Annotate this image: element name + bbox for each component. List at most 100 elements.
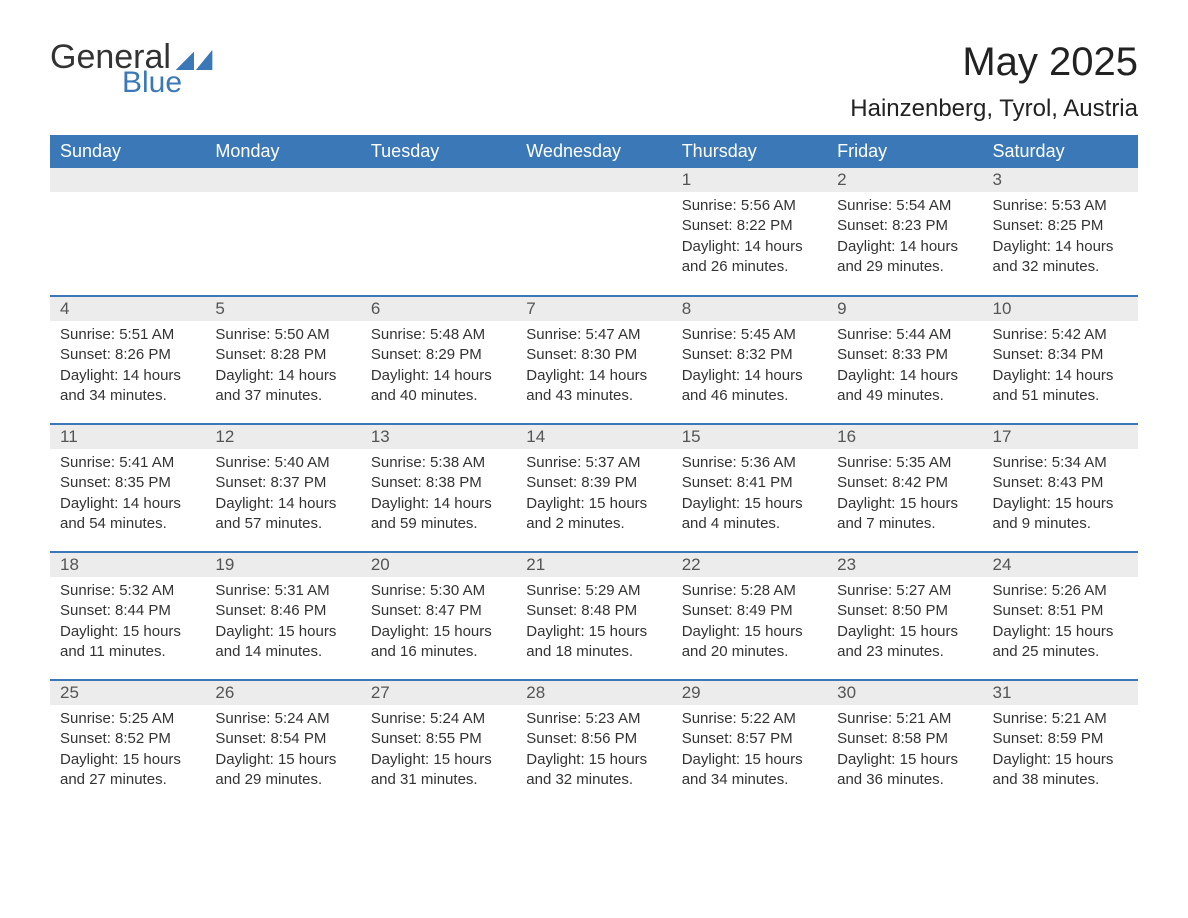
- daylight-line1: Daylight: 14 hours: [371, 494, 506, 514]
- day-number: 28: [516, 681, 671, 705]
- daylight-line2: and 23 minutes.: [837, 642, 972, 662]
- calendar-day-cell: [205, 168, 360, 296]
- calendar-day-cell: 1Sunrise: 5:56 AMSunset: 8:22 PMDaylight…: [672, 168, 827, 296]
- day-content: Sunrise: 5:21 AMSunset: 8:58 PMDaylight:…: [827, 705, 982, 796]
- weekday-header: Saturday: [983, 135, 1138, 168]
- sunrise-line: Sunrise: 5:56 AM: [682, 196, 817, 216]
- daylight-line2: and 14 minutes.: [215, 642, 350, 662]
- daylight-line1: Daylight: 15 hours: [682, 494, 817, 514]
- day-number: 4: [50, 297, 205, 321]
- daylight-line1: Daylight: 14 hours: [682, 366, 817, 386]
- daylight-line1: Daylight: 15 hours: [371, 750, 506, 770]
- daylight-line2: and 26 minutes.: [682, 257, 817, 277]
- calendar-week-row: 18Sunrise: 5:32 AMSunset: 8:44 PMDayligh…: [50, 552, 1138, 680]
- sunset-line: Sunset: 8:42 PM: [837, 473, 972, 493]
- daylight-line1: Daylight: 15 hours: [993, 622, 1128, 642]
- calendar-week-row: 1Sunrise: 5:56 AMSunset: 8:22 PMDaylight…: [50, 168, 1138, 296]
- sunset-line: Sunset: 8:34 PM: [993, 345, 1128, 365]
- day-content: Sunrise: 5:25 AMSunset: 8:52 PMDaylight:…: [50, 705, 205, 796]
- day-content: Sunrise: 5:51 AMSunset: 8:26 PMDaylight:…: [50, 321, 205, 412]
- sunset-line: Sunset: 8:25 PM: [993, 216, 1128, 236]
- calendar-day-cell: 24Sunrise: 5:26 AMSunset: 8:51 PMDayligh…: [983, 552, 1138, 680]
- sunrise-line: Sunrise: 5:29 AM: [526, 581, 661, 601]
- weekday-header: Monday: [205, 135, 360, 168]
- calendar-day-cell: 20Sunrise: 5:30 AMSunset: 8:47 PMDayligh…: [361, 552, 516, 680]
- weekday-header: Tuesday: [361, 135, 516, 168]
- day-number: 14: [516, 425, 671, 449]
- day-content: Sunrise: 5:44 AMSunset: 8:33 PMDaylight:…: [827, 321, 982, 412]
- day-content: Sunrise: 5:36 AMSunset: 8:41 PMDaylight:…: [672, 449, 827, 540]
- sunrise-line: Sunrise: 5:30 AM: [371, 581, 506, 601]
- day-content: Sunrise: 5:27 AMSunset: 8:50 PMDaylight:…: [827, 577, 982, 668]
- calendar-week-row: 4Sunrise: 5:51 AMSunset: 8:26 PMDaylight…: [50, 296, 1138, 424]
- sunset-line: Sunset: 8:55 PM: [371, 729, 506, 749]
- day-content: Sunrise: 5:54 AMSunset: 8:23 PMDaylight:…: [827, 192, 982, 283]
- sunrise-line: Sunrise: 5:54 AM: [837, 196, 972, 216]
- calendar-day-cell: 6Sunrise: 5:48 AMSunset: 8:29 PMDaylight…: [361, 296, 516, 424]
- daylight-line2: and 40 minutes.: [371, 386, 506, 406]
- sunrise-line: Sunrise: 5:21 AM: [993, 709, 1128, 729]
- daylight-line2: and 2 minutes.: [526, 514, 661, 534]
- daylight-line2: and 29 minutes.: [215, 770, 350, 790]
- day-number: 8: [672, 297, 827, 321]
- calendar-day-cell: [516, 168, 671, 296]
- sunrise-line: Sunrise: 5:48 AM: [371, 325, 506, 345]
- calendar-day-cell: 19Sunrise: 5:31 AMSunset: 8:46 PMDayligh…: [205, 552, 360, 680]
- day-number: 12: [205, 425, 360, 449]
- daylight-line2: and 20 minutes.: [682, 642, 817, 662]
- day-content: Sunrise: 5:26 AMSunset: 8:51 PMDaylight:…: [983, 577, 1138, 668]
- weekday-header: Friday: [827, 135, 982, 168]
- sunrise-line: Sunrise: 5:45 AM: [682, 325, 817, 345]
- daylight-line2: and 34 minutes.: [60, 386, 195, 406]
- daylight-line2: and 38 minutes.: [993, 770, 1128, 790]
- daylight-line1: Daylight: 15 hours: [837, 494, 972, 514]
- sunset-line: Sunset: 8:51 PM: [993, 601, 1128, 621]
- calendar-day-cell: 14Sunrise: 5:37 AMSunset: 8:39 PMDayligh…: [516, 424, 671, 552]
- sunrise-line: Sunrise: 5:35 AM: [837, 453, 972, 473]
- day-number: 2: [827, 168, 982, 192]
- day-content: Sunrise: 5:28 AMSunset: 8:49 PMDaylight:…: [672, 577, 827, 668]
- weekday-header: Wednesday: [516, 135, 671, 168]
- calendar-day-cell: 8Sunrise: 5:45 AMSunset: 8:32 PMDaylight…: [672, 296, 827, 424]
- calendar-day-cell: 7Sunrise: 5:47 AMSunset: 8:30 PMDaylight…: [516, 296, 671, 424]
- daylight-line1: Daylight: 15 hours: [837, 622, 972, 642]
- sunrise-line: Sunrise: 5:47 AM: [526, 325, 661, 345]
- calendar-day-cell: 9Sunrise: 5:44 AMSunset: 8:33 PMDaylight…: [827, 296, 982, 424]
- calendar-day-cell: 22Sunrise: 5:28 AMSunset: 8:49 PMDayligh…: [672, 552, 827, 680]
- daylight-line1: Daylight: 15 hours: [993, 494, 1128, 514]
- daylight-line2: and 36 minutes.: [837, 770, 972, 790]
- weekday-header: Thursday: [672, 135, 827, 168]
- sunset-line: Sunset: 8:59 PM: [993, 729, 1128, 749]
- day-number: 20: [361, 553, 516, 577]
- daylight-line1: Daylight: 15 hours: [60, 750, 195, 770]
- day-number: [516, 168, 671, 192]
- calendar-day-cell: 17Sunrise: 5:34 AMSunset: 8:43 PMDayligh…: [983, 424, 1138, 552]
- calendar-day-cell: [50, 168, 205, 296]
- sunrise-line: Sunrise: 5:24 AM: [371, 709, 506, 729]
- daylight-line1: Daylight: 14 hours: [215, 494, 350, 514]
- day-content: Sunrise: 5:32 AMSunset: 8:44 PMDaylight:…: [50, 577, 205, 668]
- day-number: 26: [205, 681, 360, 705]
- day-number: 10: [983, 297, 1138, 321]
- day-number: [205, 168, 360, 192]
- sunrise-line: Sunrise: 5:32 AM: [60, 581, 195, 601]
- day-content: Sunrise: 5:40 AMSunset: 8:37 PMDaylight:…: [205, 449, 360, 540]
- sunset-line: Sunset: 8:58 PM: [837, 729, 972, 749]
- day-number: 13: [361, 425, 516, 449]
- calendar-day-cell: 25Sunrise: 5:25 AMSunset: 8:52 PMDayligh…: [50, 680, 205, 808]
- day-number: 30: [827, 681, 982, 705]
- calendar-day-cell: 29Sunrise: 5:22 AMSunset: 8:57 PMDayligh…: [672, 680, 827, 808]
- page-header: General Blue May 2025 Hainzenberg, Tyrol…: [50, 40, 1138, 123]
- location-subtitle: Hainzenberg, Tyrol, Austria: [850, 95, 1138, 123]
- daylight-line1: Daylight: 15 hours: [215, 750, 350, 770]
- day-number: 16: [827, 425, 982, 449]
- day-content: Sunrise: 5:21 AMSunset: 8:59 PMDaylight:…: [983, 705, 1138, 796]
- sunset-line: Sunset: 8:43 PM: [993, 473, 1128, 493]
- daylight-line1: Daylight: 14 hours: [60, 366, 195, 386]
- day-number: 9: [827, 297, 982, 321]
- daylight-line1: Daylight: 14 hours: [371, 366, 506, 386]
- daylight-line1: Daylight: 14 hours: [682, 237, 817, 257]
- daylight-line2: and 37 minutes.: [215, 386, 350, 406]
- sunset-line: Sunset: 8:54 PM: [215, 729, 350, 749]
- day-number: 3: [983, 168, 1138, 192]
